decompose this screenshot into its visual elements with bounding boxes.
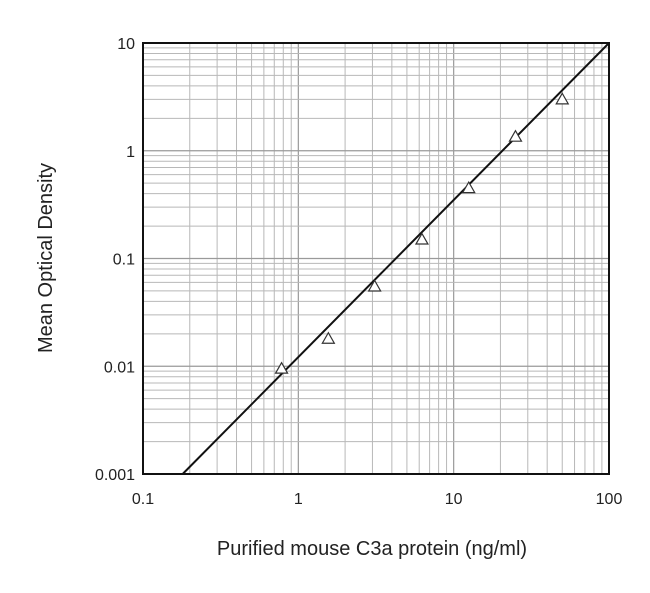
x-tick-label: 0.1 — [132, 491, 154, 508]
x-tick-label: 1 — [294, 491, 303, 508]
y-tick-label: 10 — [117, 36, 135, 53]
x-tick-labels: 0.1 1 10 100 — [132, 491, 623, 508]
plot-frame — [142, 42, 610, 475]
x-tick-label: 10 — [445, 491, 463, 508]
y-tick-label: 1 — [126, 144, 135, 161]
fit-line-group — [181, 42, 610, 475]
data-point — [555, 92, 570, 105]
data-point — [274, 361, 289, 374]
x-tick-label: 100 — [596, 491, 623, 508]
data-point — [461, 180, 476, 194]
y-tick-labels: 0.001 0.01 0.1 1 10 — [95, 36, 135, 484]
x-axis-label: Purified mouse C3a protein (ng/ml) — [217, 538, 527, 560]
y-tick-label: 0.1 — [113, 252, 135, 269]
grid — [143, 43, 609, 474]
y-axis-label: Mean Optical Density — [35, 163, 57, 353]
data-point — [414, 232, 429, 245]
fit-line — [181, 42, 610, 475]
data-point — [508, 129, 523, 142]
y-tick-label: 0.001 — [95, 467, 135, 484]
data-point — [367, 279, 382, 292]
y-tick-label: 0.01 — [104, 359, 135, 376]
data-point — [321, 331, 336, 344]
data-points — [274, 92, 570, 374]
